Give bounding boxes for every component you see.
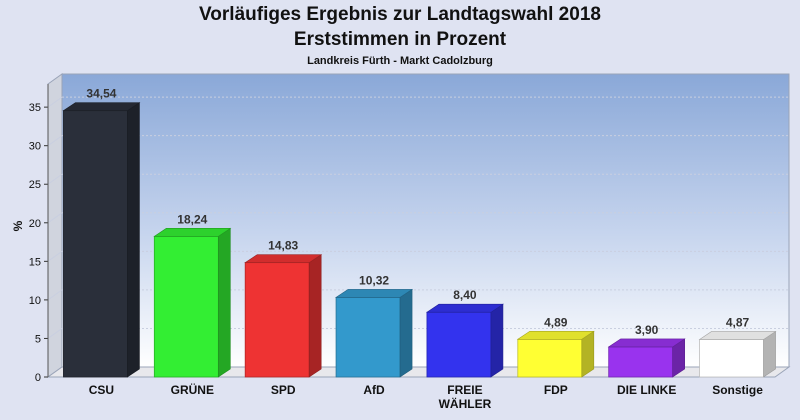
category-label: FDP [544, 383, 568, 397]
bar-top [62, 102, 141, 111]
category-label: SPD [271, 383, 296, 397]
bar-top [244, 254, 323, 263]
bar-side [308, 254, 322, 378]
category-label: CSU [89, 383, 114, 397]
y-tick-label: 0 [35, 372, 41, 384]
bar-front [517, 338, 583, 378]
bar-front [608, 346, 674, 378]
y-tick-label: 5 [35, 333, 41, 345]
grid-line-side [47, 173, 63, 185]
bar-csu [62, 102, 141, 378]
y-tick-label: 10 [29, 295, 41, 307]
bar-side [490, 303, 504, 378]
chart-subtitle: Erststimmen in Prozent [293, 29, 507, 50]
y-tick-label: 30 [29, 141, 41, 153]
y-tick-label: 35 [29, 102, 41, 114]
category-label: DIE LINKE [617, 383, 676, 397]
chart-region: Landkreis Fürth - Markt Cadolzburg [307, 55, 493, 67]
value-label: 10,32 [359, 273, 389, 287]
value-label: 18,24 [177, 212, 207, 226]
bar-front [244, 262, 310, 378]
bar-fdp [516, 330, 595, 378]
y-axis: 0 5 10 15 20 25 30 35 [29, 84, 49, 384]
value-label: 4,89 [544, 315, 568, 329]
grid-line-side [47, 250, 63, 262]
bar-afd [335, 288, 414, 378]
category-label: AfD [363, 383, 385, 397]
chart-title: Vorläufiges Ergebnis zur Landtagswahl 20… [199, 4, 601, 25]
bar-top [698, 331, 777, 340]
bar-side [399, 288, 413, 378]
bar-side [127, 102, 140, 378]
value-labels: 34,54 18,24 14,83 10,32 8,40 4,89 3,90 4,87 [86, 87, 749, 337]
plot-left-wall [47, 73, 63, 378]
category-label: Sonstige [712, 383, 763, 397]
grid-line-side [47, 289, 63, 301]
bar-top [607, 338, 686, 348]
y-tick-label: 25 [29, 179, 41, 191]
bar-front [63, 110, 128, 378]
category-label: FREIE [447, 383, 482, 397]
bar-spd [244, 254, 323, 378]
bar-front [153, 235, 219, 378]
value-label: 8,40 [453, 288, 477, 302]
bar-top [425, 303, 504, 313]
bar-sonstige [698, 330, 777, 378]
bar-front [335, 297, 401, 378]
bar-front [699, 339, 764, 378]
value-label: 3,90 [635, 323, 659, 337]
value-label: 4,87 [726, 315, 750, 329]
grid-line-side [47, 135, 63, 147]
category-label: WÄHLER [439, 396, 492, 411]
grid-line-side [47, 212, 63, 224]
grid-line-side [47, 328, 63, 339]
y-tick-label: 15 [29, 256, 41, 268]
bar-top [153, 228, 232, 237]
bars [62, 102, 777, 378]
bar-front [426, 311, 492, 378]
bar-top [335, 289, 414, 298]
bar-freie-wähler [425, 303, 504, 378]
category-label: GRÜNE [171, 382, 214, 397]
bar-side [218, 227, 231, 378]
grid-line-side [47, 96, 63, 108]
y-axis-label: % [11, 220, 25, 231]
bar-die-linke [607, 338, 686, 378]
y-tick-label: 20 [29, 218, 41, 230]
value-label: 34,54 [86, 87, 116, 101]
bar-top [516, 330, 595, 340]
bar-grüne [153, 227, 232, 378]
value-label: 14,83 [268, 239, 298, 253]
